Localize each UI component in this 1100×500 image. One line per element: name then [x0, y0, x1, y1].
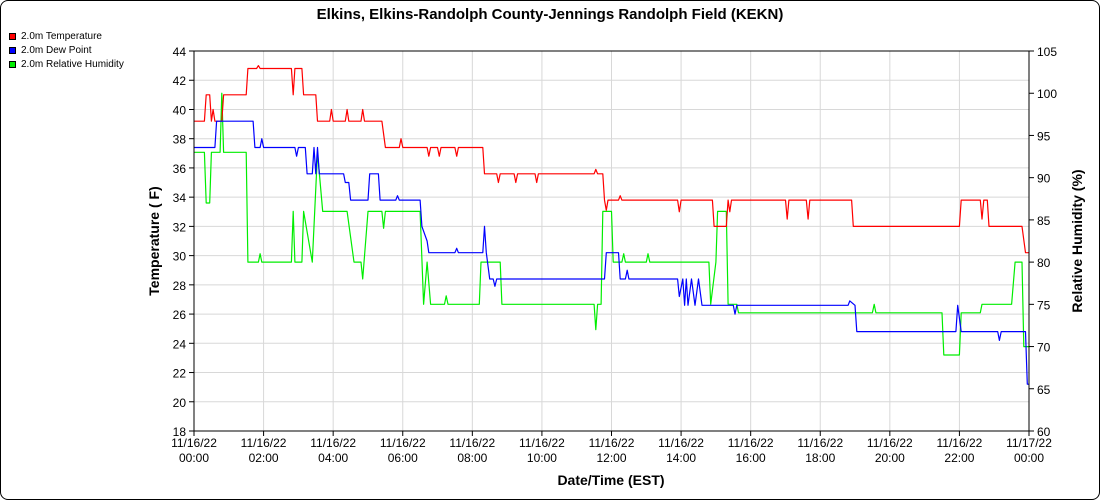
- right-tick-label: 90: [1037, 172, 1051, 186]
- x-tick-time-label: 04:00: [318, 451, 348, 465]
- y-axis-right-label: Relative Humidity (%): [1069, 169, 1085, 312]
- x-tick-date-label: 11/16/22: [658, 436, 704, 450]
- right-tick-label: 85: [1037, 214, 1051, 228]
- x-tick-time-label: 14:00: [666, 451, 696, 465]
- legend-label-temperature: 2.0m Temperature: [21, 30, 102, 42]
- x-tick-time-label: 20:00: [875, 451, 905, 465]
- x-tick-date-label: 11/16/22: [380, 436, 426, 450]
- legend-item-temperature: 2.0m Temperature: [9, 29, 124, 43]
- legend-label-dew-point: 2.0m Dew Point: [21, 44, 92, 56]
- left-tick-label: 24: [173, 337, 187, 351]
- 2-0m-relative-humidity-line: [194, 92, 1029, 356]
- right-tick-label: 95: [1037, 129, 1051, 143]
- right-tick-label: 60: [1037, 425, 1051, 439]
- x-tick-date-label: 11/16/22: [241, 436, 287, 450]
- left-tick-label: 36: [173, 162, 187, 176]
- x-tick-time-label: 08:00: [457, 451, 487, 465]
- left-tick-label: 18: [173, 425, 187, 439]
- left-tick-label: 44: [173, 45, 187, 59]
- left-tick-label: 20: [173, 396, 187, 410]
- x-tick-date-label: 11/16/22: [519, 436, 565, 450]
- left-tick-label: 40: [173, 103, 187, 117]
- left-tick-label: 28: [173, 279, 187, 293]
- x-tick-date-label: 11/16/22: [867, 436, 913, 450]
- x-tick-time-label: 12:00: [596, 451, 626, 465]
- legend: 2.0m Temperature 2.0m Dew Point 2.0m Rel…: [9, 29, 124, 71]
- series-lines: [194, 64, 1029, 385]
- right-axis-ticks: 60 65 70 75 80 85 90 95 100 105: [1029, 45, 1057, 439]
- x-tick-time-label: 18:00: [805, 451, 835, 465]
- x-tick-time-label: 06:00: [388, 451, 418, 465]
- right-tick-label: 100: [1037, 87, 1057, 101]
- legend-swatch-temperature: [9, 32, 16, 40]
- left-tick-label: 34: [173, 191, 187, 205]
- left-tick-label: 30: [173, 250, 187, 264]
- left-tick-label: 26: [173, 308, 187, 322]
- left-axis-ticks: 18 20 22 24 26 28 30 32 34 36 38 40 42 44: [173, 45, 194, 439]
- legend-swatch-dew-point: [9, 46, 16, 54]
- x-tick-time-label: 00:00: [1014, 451, 1044, 465]
- legend-item-dew-point: 2.0m Dew Point: [9, 43, 124, 57]
- x-tick-time-label: 00:00: [179, 451, 209, 465]
- legend-label-relative-humidity: 2.0m Relative Humidity: [21, 58, 124, 70]
- x-axis-ticks: 11/16/2200:0011/16/2202:0011/16/2204:001…: [171, 431, 1052, 465]
- x-tick-date-label: 11/16/22: [728, 436, 774, 450]
- right-tick-label: 80: [1037, 256, 1051, 270]
- chart-title: Elkins, Elkins-Randolph County-Jennings …: [316, 6, 784, 23]
- 2-0m-temperature-line: [194, 64, 1029, 254]
- right-tick-label: 70: [1037, 341, 1051, 355]
- x-tick-date-label: 11/16/22: [937, 436, 983, 450]
- left-tick-label: 42: [173, 74, 187, 88]
- right-tick-label: 65: [1037, 383, 1051, 397]
- x-tick-time-label: 16:00: [736, 451, 766, 465]
- x-tick-date-label: 11/16/22: [310, 436, 356, 450]
- x-tick-time-label: 02:00: [249, 451, 279, 465]
- right-tick-label: 75: [1037, 298, 1051, 312]
- legend-item-relative-humidity: 2.0m Relative Humidity: [9, 57, 124, 71]
- grid-lines: [193, 50, 1030, 432]
- legend-swatch-relative-humidity: [9, 60, 16, 68]
- x-axis-label: Date/Time (EST): [557, 472, 664, 488]
- y-axis-left-label: Temperature ( F): [146, 186, 162, 295]
- left-tick-label: 22: [173, 367, 187, 381]
- x-tick-time-label: 22:00: [944, 451, 974, 465]
- x-tick-date-label: 11/16/22: [797, 436, 843, 450]
- x-tick-time-label: 10:00: [527, 451, 557, 465]
- x-tick-date-label: 11/16/22: [171, 436, 217, 450]
- 2-0m-dew-point-line: [194, 120, 1029, 385]
- left-tick-label: 38: [173, 133, 187, 147]
- x-tick-date-label: 11/16/22: [589, 436, 635, 450]
- x-tick-date-label: 11/16/22: [449, 436, 495, 450]
- right-tick-label: 105: [1037, 45, 1057, 59]
- x-tick-date-label: 11/17/22: [1006, 436, 1052, 450]
- left-tick-label: 32: [173, 220, 187, 234]
